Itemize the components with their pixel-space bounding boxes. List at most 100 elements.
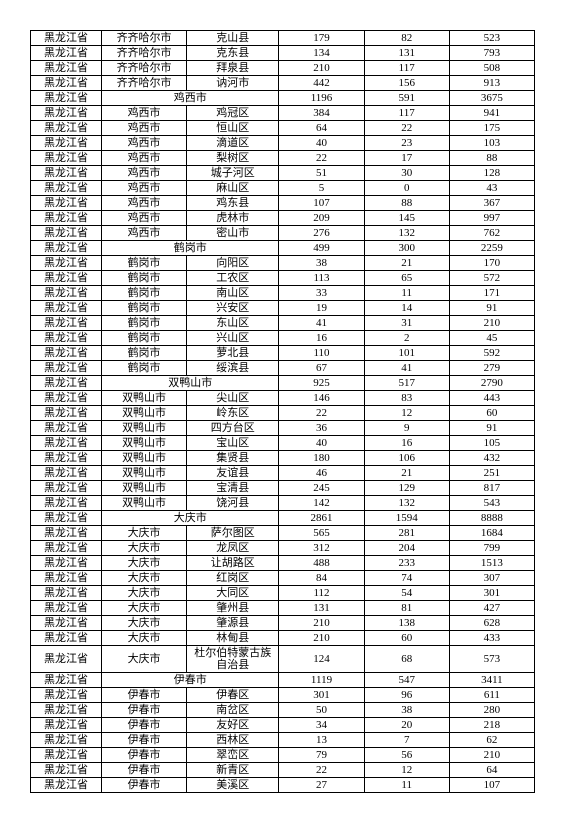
table-row: 黑龙江省鸡西市恒山区6422175 xyxy=(31,121,535,136)
table-cell: 鹤岗市 xyxy=(101,361,186,376)
table-cell: 友谊县 xyxy=(187,466,279,481)
table-cell: 60 xyxy=(449,406,534,421)
table-cell: 齐齐哈尔市 xyxy=(101,31,186,46)
table-cell: 黑龙江省 xyxy=(31,511,102,526)
table-cell: 双鸭山市 xyxy=(101,421,186,436)
table-row: 黑龙江省大庆市大同区11254301 xyxy=(31,586,535,601)
table-cell: 大庆市 xyxy=(101,586,186,601)
table-cell: 84 xyxy=(279,571,364,586)
table-row: 黑龙江省双鸭山市四方台区36991 xyxy=(31,421,535,436)
table-cell: 19 xyxy=(279,301,364,316)
table-row: 黑龙江省鹤岗市绥滨县6741279 xyxy=(31,361,535,376)
table-row: 黑龙江省大庆市林甸县21060433 xyxy=(31,631,535,646)
table-cell: 131 xyxy=(364,46,449,61)
table-cell: 105 xyxy=(449,436,534,451)
table-cell: 210 xyxy=(449,316,534,331)
table-cell: 12 xyxy=(364,763,449,778)
table-cell: 黑龙江省 xyxy=(31,361,102,376)
table-cell: 黑龙江省 xyxy=(31,763,102,778)
table-cell: 黑龙江省 xyxy=(31,406,102,421)
table-cell: 16 xyxy=(364,436,449,451)
table-cell: 210 xyxy=(279,616,364,631)
table-cell: 9 xyxy=(364,421,449,436)
table-cell: 新青区 xyxy=(187,763,279,778)
table-cell: 145 xyxy=(364,211,449,226)
table-cell: 132 xyxy=(364,496,449,511)
table-cell: 向阳区 xyxy=(187,256,279,271)
table-cell: 鸡西市 xyxy=(101,196,186,211)
table-cell: 45 xyxy=(449,331,534,346)
table-cell: 友好区 xyxy=(187,718,279,733)
table-cell: 793 xyxy=(449,46,534,61)
table-cell: 21 xyxy=(364,466,449,481)
table-cell: 46 xyxy=(279,466,364,481)
table-cell: 997 xyxy=(449,211,534,226)
table-row: 黑龙江省双鸭山市友谊县4621251 xyxy=(31,466,535,481)
table-cell: 134 xyxy=(279,46,364,61)
table-cell: 218 xyxy=(449,718,534,733)
table-cell: 307 xyxy=(449,571,534,586)
table-cell: 鸡西市 xyxy=(101,166,186,181)
table-cell: 黑龙江省 xyxy=(31,136,102,151)
table-cell: 22 xyxy=(364,121,449,136)
table-cell: 伊春市 xyxy=(101,733,186,748)
table-cell: 11 xyxy=(364,286,449,301)
table-cell: 110 xyxy=(279,346,364,361)
table-cell: 黑龙江省 xyxy=(31,106,102,121)
table-cell: 鸡西市 xyxy=(101,226,186,241)
table-cell: 51 xyxy=(279,166,364,181)
table-cell: 22 xyxy=(279,151,364,166)
table-cell: 黑龙江省 xyxy=(31,526,102,541)
table-cell: 双鸭山市 xyxy=(101,481,186,496)
data-table: 黑龙江省齐齐哈尔市克山县17982523黑龙江省齐齐哈尔市克东县13413179… xyxy=(30,30,535,793)
table-cell: 齐齐哈尔市 xyxy=(101,76,186,91)
table-cell: 62 xyxy=(449,733,534,748)
table-cell: 大庆市 xyxy=(101,616,186,631)
table-cell: 拜泉县 xyxy=(187,61,279,76)
table-cell: 大庆市 xyxy=(101,556,186,571)
table-cell: 547 xyxy=(364,673,449,688)
table-cell: 鹤岗市 xyxy=(101,316,186,331)
table-cell: 22 xyxy=(279,763,364,778)
table-cell: 密山市 xyxy=(187,226,279,241)
table-cell: 156 xyxy=(364,76,449,91)
table-cell: 138 xyxy=(364,616,449,631)
table-cell: 翠峦区 xyxy=(187,748,279,763)
table-cell: 210 xyxy=(279,631,364,646)
table-row: 黑龙江省齐齐哈尔市拜泉县210117508 xyxy=(31,61,535,76)
table-cell: 7 xyxy=(364,733,449,748)
table-cell: 628 xyxy=(449,616,534,631)
table-cell: 91 xyxy=(449,421,534,436)
table-cell: 黑龙江省 xyxy=(31,166,102,181)
table-cell: 双鸭山市 xyxy=(101,436,186,451)
table-cell: 2790 xyxy=(449,376,534,391)
table-cell: 滴道区 xyxy=(187,136,279,151)
table-cell: 281 xyxy=(364,526,449,541)
table-cell: 黑龙江省 xyxy=(31,286,102,301)
table-cell: 499 xyxy=(279,241,364,256)
table-row: 黑龙江省齐齐哈尔市克山县17982523 xyxy=(31,31,535,46)
table-cell: 鹤岗市 xyxy=(101,331,186,346)
table-cell: 工农区 xyxy=(187,271,279,286)
table-row: 黑龙江省鹤岗市兴安区191491 xyxy=(31,301,535,316)
table-cell: 204 xyxy=(364,541,449,556)
table-cell: 20 xyxy=(364,718,449,733)
table-cell: 2259 xyxy=(449,241,534,256)
table-cell: 伊春市 xyxy=(101,778,186,793)
table-cell: 黑龙江省 xyxy=(31,196,102,211)
table-cell: 175 xyxy=(449,121,534,136)
table-cell: 40 xyxy=(279,436,364,451)
table-cell: 黑龙江省 xyxy=(31,421,102,436)
table-cell: 279 xyxy=(449,361,534,376)
table-cell: 22 xyxy=(279,406,364,421)
table-cell: 88 xyxy=(364,196,449,211)
table-cell: 8888 xyxy=(449,511,534,526)
table-cell: 黑龙江省 xyxy=(31,241,102,256)
table-cell: 麻山区 xyxy=(187,181,279,196)
table-cell: 88 xyxy=(449,151,534,166)
table-row: 黑龙江省鸡西市梨树区221788 xyxy=(31,151,535,166)
table-row: 黑龙江省伊春市11195473411 xyxy=(31,673,535,688)
table-cell: 565 xyxy=(279,526,364,541)
table-cell: 城子河区 xyxy=(187,166,279,181)
table-cell: 东山区 xyxy=(187,316,279,331)
